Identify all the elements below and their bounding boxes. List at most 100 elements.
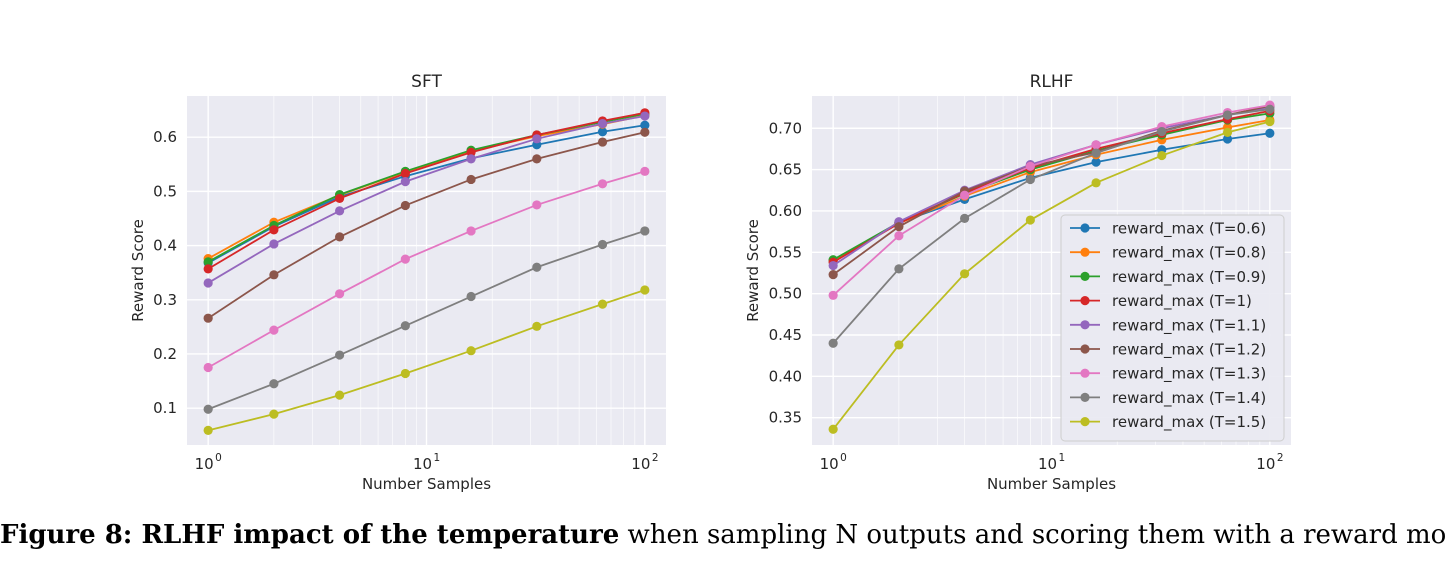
legend-label: reward_max (T=1.3) — [1112, 365, 1266, 384]
data-point — [1157, 126, 1167, 137]
y-tick-label: 0.2 — [153, 345, 177, 363]
y-tick-label: 0.6 — [153, 128, 177, 146]
data-point — [960, 269, 970, 279]
data-point — [532, 262, 542, 272]
legend-item: reward_max (T=1.5) — [1070, 413, 1266, 432]
series-reward-max-t-1-4 — [828, 104, 1275, 348]
series-reward-max-t-1-1 — [203, 111, 650, 288]
data-point — [335, 289, 345, 299]
x-axis-label: Number Samples — [362, 475, 491, 493]
data-point — [828, 290, 838, 300]
x-tick-exponent: 0 — [215, 452, 222, 464]
data-point — [894, 231, 904, 241]
data-point — [269, 325, 279, 335]
data-point — [597, 127, 608, 137]
legend-item: reward_max (T=0.9) — [1070, 268, 1266, 287]
data-point — [1157, 150, 1167, 161]
series-reward-max-t-1-4 — [203, 226, 650, 414]
series-line — [207, 111, 646, 270]
series-line — [207, 289, 646, 432]
data-point — [828, 270, 838, 280]
legend-label: reward_max (T=1) — [1112, 292, 1252, 311]
y-tick-label: 0.70 — [769, 119, 802, 137]
legend-item: reward_max (T=0.8) — [1070, 244, 1266, 263]
legend-marker — [1080, 223, 1090, 233]
data-point — [960, 190, 970, 200]
series-line — [832, 104, 1270, 296]
data-point — [466, 147, 476, 157]
x-tick-label: 10 — [195, 455, 214, 473]
data-point — [400, 168, 410, 179]
series-reward-max-t-1-3 — [828, 100, 1275, 300]
x-axis-label: Number Samples — [987, 475, 1116, 493]
y-tick-label: 0.60 — [769, 202, 802, 220]
series-line — [207, 124, 645, 264]
legend-marker — [1080, 271, 1090, 281]
data-point — [828, 338, 838, 348]
data-point — [640, 285, 650, 295]
y-tick-label: 0.45 — [769, 326, 802, 344]
legend-marker — [1080, 247, 1090, 257]
x-tick-label: 10 — [631, 455, 650, 473]
data-point — [203, 278, 213, 288]
data-point — [466, 154, 476, 164]
data-point — [335, 232, 345, 242]
data-point — [203, 257, 213, 267]
x-tick-label: 10 — [413, 455, 432, 473]
legend-label: reward_max (T=1.1) — [1112, 316, 1266, 335]
series-line — [207, 230, 646, 411]
y-tick-label: 0.3 — [153, 291, 177, 309]
data-point — [532, 134, 542, 144]
series-line — [832, 108, 1270, 344]
legend: reward_max (T=0.6) reward_max (T=0.8) rewa… — [1060, 214, 1285, 442]
y-tick-label: 0.35 — [769, 409, 802, 427]
x-tick-label: 10 — [1038, 455, 1057, 473]
y-tick-label: 0.4 — [153, 237, 177, 255]
figure-caption: Figure 8: RLHF impact of the temperature… — [0, 520, 1446, 550]
data-point — [532, 321, 542, 331]
data-point — [597, 137, 608, 147]
legend-label: reward_max (T=0.9) — [1112, 268, 1266, 287]
y-axis-label: Reward Score — [129, 219, 147, 322]
chart-title: SFT — [411, 72, 442, 92]
data-point — [400, 177, 410, 187]
data-point — [400, 368, 410, 379]
series-reward-max-t-1-3 — [203, 166, 650, 373]
legend-marker — [1080, 320, 1090, 330]
caption-label: Figure 8: RLHF impact of the temperature — [0, 520, 620, 550]
legend-marker — [1080, 417, 1090, 427]
y-tick-label: 0.40 — [769, 367, 802, 385]
legend-item: reward_max (T=0.6) — [1070, 220, 1266, 239]
data-point — [466, 291, 476, 302]
data-point — [894, 340, 904, 350]
data-point — [203, 313, 213, 323]
data-point — [400, 254, 410, 264]
data-point — [1265, 104, 1275, 114]
data-point — [960, 213, 970, 223]
series-line — [207, 115, 645, 284]
data-point — [1091, 157, 1101, 167]
data-point — [1222, 110, 1233, 120]
data-point — [1025, 174, 1035, 185]
legend-label: reward_max (T=0.8) — [1112, 244, 1266, 263]
legend-box — [1060, 214, 1285, 442]
data-point — [1091, 140, 1101, 150]
data-point — [335, 206, 345, 216]
legend-marker — [1080, 392, 1090, 402]
data-point — [1222, 127, 1233, 137]
series-reward-max-t-1-5 — [203, 285, 650, 435]
data-point — [400, 200, 410, 211]
x-tick-exponent: 2 — [1277, 452, 1284, 464]
data-point — [1265, 128, 1275, 138]
data-point — [269, 270, 279, 280]
data-point — [400, 321, 410, 331]
x-tick-exponent: 0 — [840, 452, 847, 464]
data-point — [203, 362, 213, 373]
data-point — [1265, 117, 1275, 127]
chart-title: RLHF — [1030, 72, 1074, 92]
legend-item: reward_max (T=1) — [1070, 292, 1252, 311]
y-tick-label: 0.50 — [769, 285, 802, 303]
legend-item: reward_max (T=1.3) — [1070, 365, 1266, 384]
data-point — [1025, 161, 1035, 171]
legend-label: reward_max (T=1.4) — [1112, 389, 1266, 408]
